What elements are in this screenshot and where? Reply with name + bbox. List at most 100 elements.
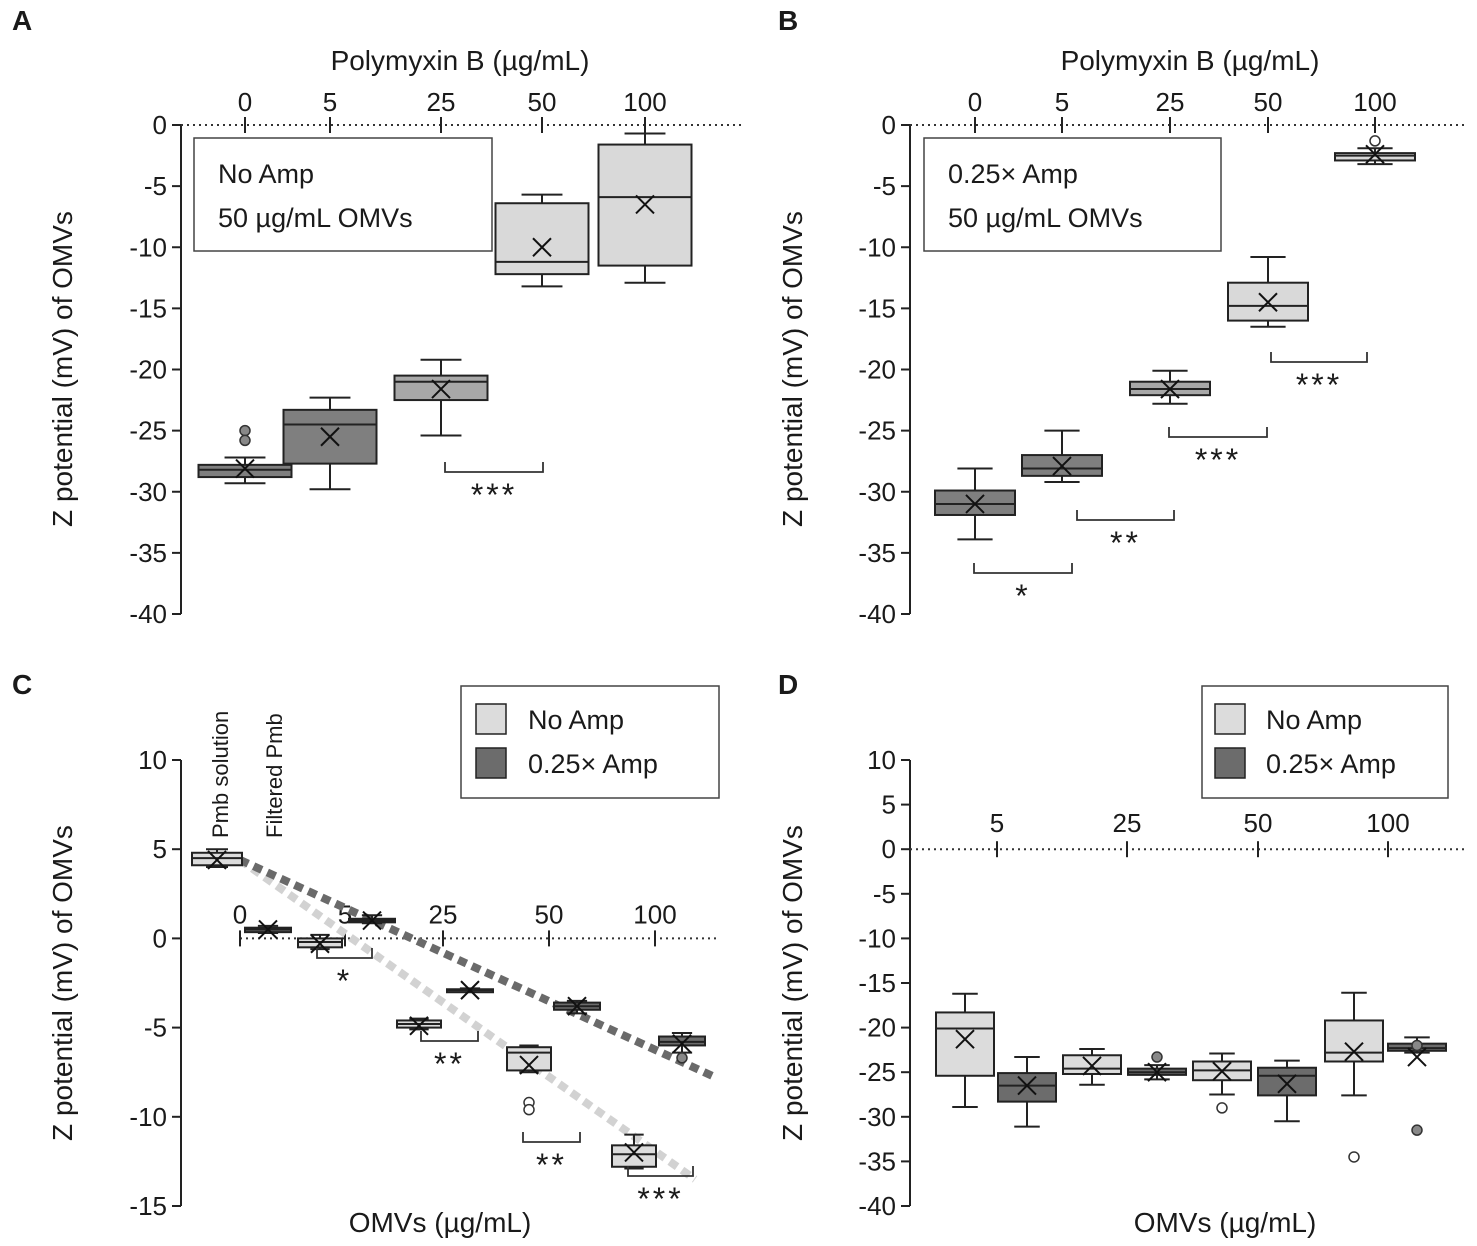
outlier-point xyxy=(523,1103,535,1116)
mean-marker xyxy=(635,194,655,215)
outlier-point xyxy=(676,1052,688,1064)
panel-A: A 0 -5 -10 -15 -20 -25 -30 -35 -40 Z potential (mV… xyxy=(12,5,742,629)
panel-B-y-axis-title: Z potential (mV) of OMVs xyxy=(777,211,808,527)
panel-A-50-box xyxy=(494,193,590,288)
panel-D-legend xyxy=(1201,685,1449,799)
panel-B-condition-text: 50 µg/mL OMVs xyxy=(948,203,1143,233)
panel-A-y-tick-label: 0 xyxy=(153,110,167,140)
panel-B-significance-bracket xyxy=(1076,510,1175,521)
panel-letter-B: B xyxy=(778,5,798,36)
panel-C-no-amp-100-box xyxy=(611,1133,657,1170)
panel-D-no-amp-50-box xyxy=(1192,1052,1252,1114)
panel-C-amp-5-box xyxy=(348,910,396,931)
panel-A-significance-bracket xyxy=(444,462,544,473)
panel-D-amp-5-box xyxy=(997,1056,1057,1128)
panel-D-y-tick-label: -40 xyxy=(858,1191,896,1221)
panel-D-y-tick-label: -5 xyxy=(873,879,896,909)
panel-B-5-box xyxy=(1021,429,1103,483)
panel-B-0-box xyxy=(934,467,1016,541)
panel-B-significance-bracket xyxy=(1168,427,1268,438)
mean-marker xyxy=(955,1029,975,1049)
panel-C-x-tick-label: 25 xyxy=(429,899,458,929)
panel-C-significance-label: ** xyxy=(536,1147,567,1183)
panel-D-x-axis-title: OMVs (µg/mL) xyxy=(1134,1207,1317,1238)
panel-B-significance-label: *** xyxy=(1296,367,1342,403)
panel-A-x-tick-label: 0 xyxy=(238,87,252,117)
panel-B-25-box xyxy=(1129,369,1211,405)
mean-marker xyxy=(1160,379,1180,399)
panel-A-y-axis-title: Z potential (mV) of OMVs xyxy=(47,211,78,527)
panel-C-trendline-amp xyxy=(238,856,714,1080)
panel-C-amp-0-box xyxy=(244,919,292,940)
panel-C-amp-50-box xyxy=(553,996,601,1016)
panel-A-condition-box xyxy=(193,137,493,252)
panel-B-y-tick-label: -25 xyxy=(858,416,896,446)
panel-D-legend-label: No Amp xyxy=(1266,705,1362,735)
panel-D-no-amp-5-box xyxy=(935,992,995,1108)
panel-C-trendline-no-amp xyxy=(237,856,698,1183)
panel-C-no-amp-25-box xyxy=(396,1016,442,1036)
panel-A-top-axis-title: Polymyxin B (µg/mL) xyxy=(331,45,590,76)
mean-marker xyxy=(1407,1047,1427,1067)
outlier-point xyxy=(239,424,251,437)
panel-C-y-axis-title: Z potential (mV) of OMVs xyxy=(47,825,78,1141)
panel-B-significance-bracket xyxy=(973,563,1073,574)
panel-D-amp-100-box xyxy=(1387,1036,1447,1136)
panel-C-significance-label: * xyxy=(337,963,352,999)
panel-B-y-tick-label: 0 xyxy=(882,110,896,140)
panel-A-condition-text: No Amp xyxy=(218,159,314,189)
panel-C: C 10 50 -5 -10 -15 Z potential (mV) of OMVs 0 5 2… xyxy=(12,669,720,1238)
panel-A-y-tick-label: -25 xyxy=(129,416,167,446)
panel-D-y-tick-label: -25 xyxy=(858,1057,896,1087)
panel-D-y-tick-label: -20 xyxy=(858,1013,896,1043)
panel-A-condition-text: 50 µg/mL OMVs xyxy=(218,203,413,233)
panel-B: B 0 -5 -10 -15 -20 -25 -30 -35 -40 Z potential (mV… xyxy=(777,5,1468,629)
panel-D-x-tick-label: 5 xyxy=(990,808,1004,838)
outlier-point xyxy=(1216,1102,1228,1114)
panel-A-y-tick-label: -35 xyxy=(129,538,167,568)
panel-C-pmb-solution-box xyxy=(191,848,243,870)
panel-C-x-tick-label: 0 xyxy=(233,899,247,929)
panel-B-x-tick-label: 100 xyxy=(1353,87,1396,117)
panel-B-condition-box xyxy=(923,137,1222,252)
mean-marker xyxy=(1017,1075,1037,1096)
panel-A-y-tick-label: -40 xyxy=(129,599,167,629)
panel-C-x-axis-title: OMVs (µg/mL) xyxy=(349,1207,532,1238)
box-iqr xyxy=(197,463,293,479)
panel-D-legend-swatch xyxy=(1214,703,1246,735)
panel-B-significance-label: * xyxy=(1015,578,1030,614)
panel-D-y-tick-label: 10 xyxy=(867,745,896,775)
panel-B-y-tick-label: -10 xyxy=(858,232,896,262)
panel-D-y-tick-label: -35 xyxy=(858,1146,896,1176)
panel-B-y-tick-label: -20 xyxy=(858,355,896,385)
panel-B-condition-text: 0.25× Amp xyxy=(948,159,1078,189)
panel-C-legend-swatch xyxy=(475,747,507,779)
panel-A-y-tick-label: -15 xyxy=(129,293,167,323)
panel-C-significance-bracket xyxy=(420,1031,479,1042)
panel-D-y-tick-label: 0 xyxy=(882,834,896,864)
mean-marker xyxy=(1052,456,1072,476)
panel-A-x-tick-label: 25 xyxy=(427,87,456,117)
panel-C-y-tick-label: 5 xyxy=(153,834,167,864)
panel-C-amp-25-box xyxy=(446,980,494,1000)
mean-marker xyxy=(207,850,227,870)
panel-C-y-tick-label: 0 xyxy=(153,923,167,953)
mean-marker xyxy=(431,379,451,399)
panel-A-x-tick-label: 50 xyxy=(528,87,557,117)
mean-marker xyxy=(624,1142,644,1163)
panel-A-x-tick-label: 5 xyxy=(323,87,337,117)
box-iqr xyxy=(494,202,590,276)
panel-D-legend-label: 0.25× Amp xyxy=(1266,749,1396,779)
panel-D-y-tick-label: 5 xyxy=(882,790,896,820)
panel-C-y-tick-label: -15 xyxy=(129,1191,167,1221)
mean-marker xyxy=(409,1016,429,1036)
panel-C-legend-label: 0.25× Amp xyxy=(528,749,658,779)
panel-letter-C: C xyxy=(12,669,32,700)
box-iqr xyxy=(506,1046,552,1072)
panel-D-y-tick-label: -10 xyxy=(858,923,896,953)
panel-B-y-tick-label: -15 xyxy=(858,293,896,323)
panel-C-y-tick-label: 10 xyxy=(138,745,167,775)
panel-C-x-tick-label: 100 xyxy=(633,899,676,929)
panel-C-x-tick-label: 50 xyxy=(535,899,564,929)
panel-C-legend-label: No Amp xyxy=(528,705,624,735)
